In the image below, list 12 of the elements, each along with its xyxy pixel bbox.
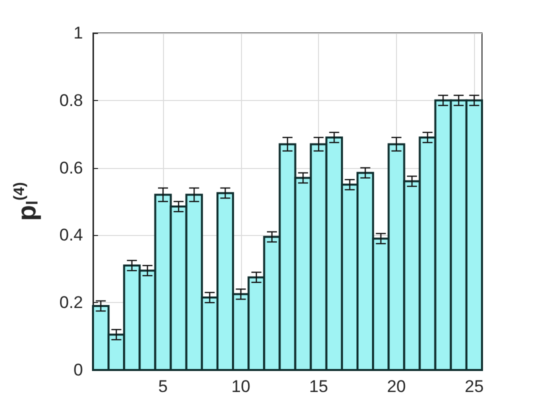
x-tick-label: 10 bbox=[231, 377, 250, 396]
y-tick-label: 1 bbox=[74, 24, 83, 42]
y-tick-label: 0.6 bbox=[59, 158, 83, 178]
x-tick-label: 5 bbox=[158, 377, 168, 396]
y-tick-label: 0.4 bbox=[59, 226, 83, 245]
x-tick-label: 25 bbox=[464, 377, 484, 396]
y-tick-label: 0.2 bbox=[59, 293, 83, 312]
y-axis-title: pl(4) bbox=[11, 182, 42, 221]
y-tick-label: 0 bbox=[74, 360, 83, 380]
y-tick-label: 0.8 bbox=[59, 90, 83, 110]
x-tick-label: 15 bbox=[309, 377, 328, 396]
x-tick-label: 20 bbox=[386, 377, 406, 396]
